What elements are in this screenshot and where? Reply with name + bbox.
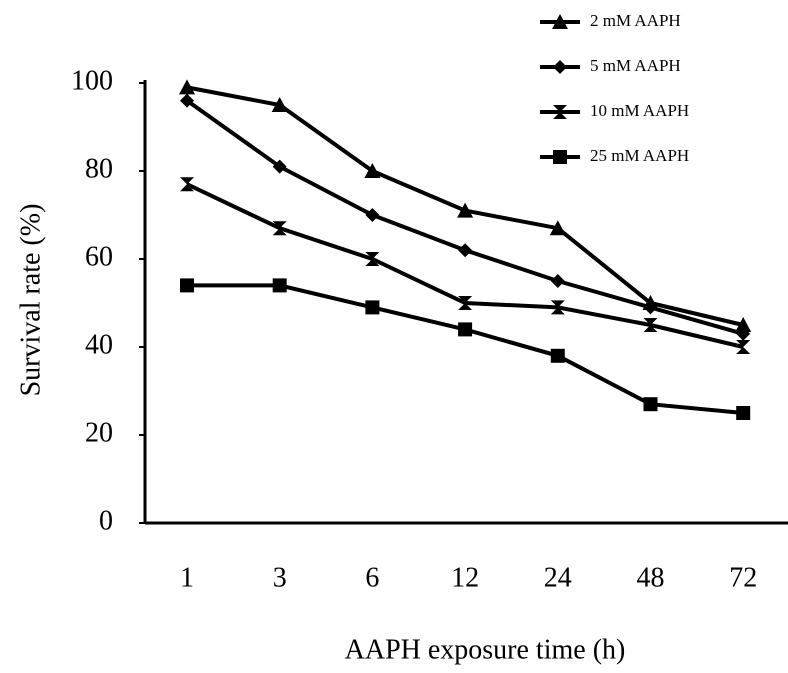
legend-marker — [553, 105, 567, 119]
y-tick-label: 20 — [85, 417, 113, 448]
marker — [180, 93, 194, 108]
marker — [643, 300, 658, 315]
x-tick-label: 72 — [729, 562, 757, 593]
x-axis-title: AAPH exposure time (h) — [345, 634, 626, 665]
marker — [643, 318, 658, 332]
x-tick-label: 48 — [637, 562, 665, 593]
marker — [365, 300, 380, 315]
x-tick-label: 24 — [544, 562, 572, 593]
marker — [458, 243, 473, 258]
marker — [458, 296, 473, 310]
marker — [458, 322, 473, 337]
marker — [272, 159, 287, 174]
marker — [736, 406, 751, 420]
legend-label: 2 mM AAPH — [590, 11, 681, 30]
legend-marker — [553, 60, 567, 74]
marker — [365, 208, 380, 222]
legend-label: 5 mM AAPH — [590, 56, 681, 75]
marker — [180, 177, 194, 192]
y-axis-title: Survival rate (%) — [15, 204, 46, 397]
y-tick-label: 80 — [85, 153, 113, 184]
x-tick-label: 1 — [180, 562, 194, 593]
legend-label: 10 mM AAPH — [590, 101, 689, 120]
marker — [736, 326, 751, 341]
marker — [272, 278, 287, 293]
legend-marker — [552, 14, 568, 29]
x-tick-label: 12 — [451, 562, 479, 593]
marker — [735, 317, 752, 332]
legend-label: 25 mM AAPH — [590, 146, 689, 165]
y-tick-label: 0 — [99, 505, 113, 536]
marker — [550, 348, 565, 363]
marker — [272, 221, 287, 236]
y-tick-label: 60 — [85, 241, 113, 272]
marker — [550, 274, 565, 288]
marker — [180, 278, 194, 293]
marker — [549, 220, 566, 236]
marker — [550, 300, 565, 315]
y-tick-label: 100 — [71, 65, 113, 96]
line — [186, 182, 744, 349]
legend-marker — [553, 150, 567, 164]
y-tick-label: 40 — [85, 329, 113, 360]
marker — [271, 97, 288, 112]
marker — [643, 397, 658, 412]
x-tick-label: 6 — [365, 562, 379, 593]
marker — [364, 163, 381, 178]
marker — [365, 252, 380, 266]
marker — [457, 202, 474, 218]
marker — [179, 79, 195, 95]
marker — [736, 340, 751, 354]
x-tick-label: 3 — [273, 562, 287, 593]
